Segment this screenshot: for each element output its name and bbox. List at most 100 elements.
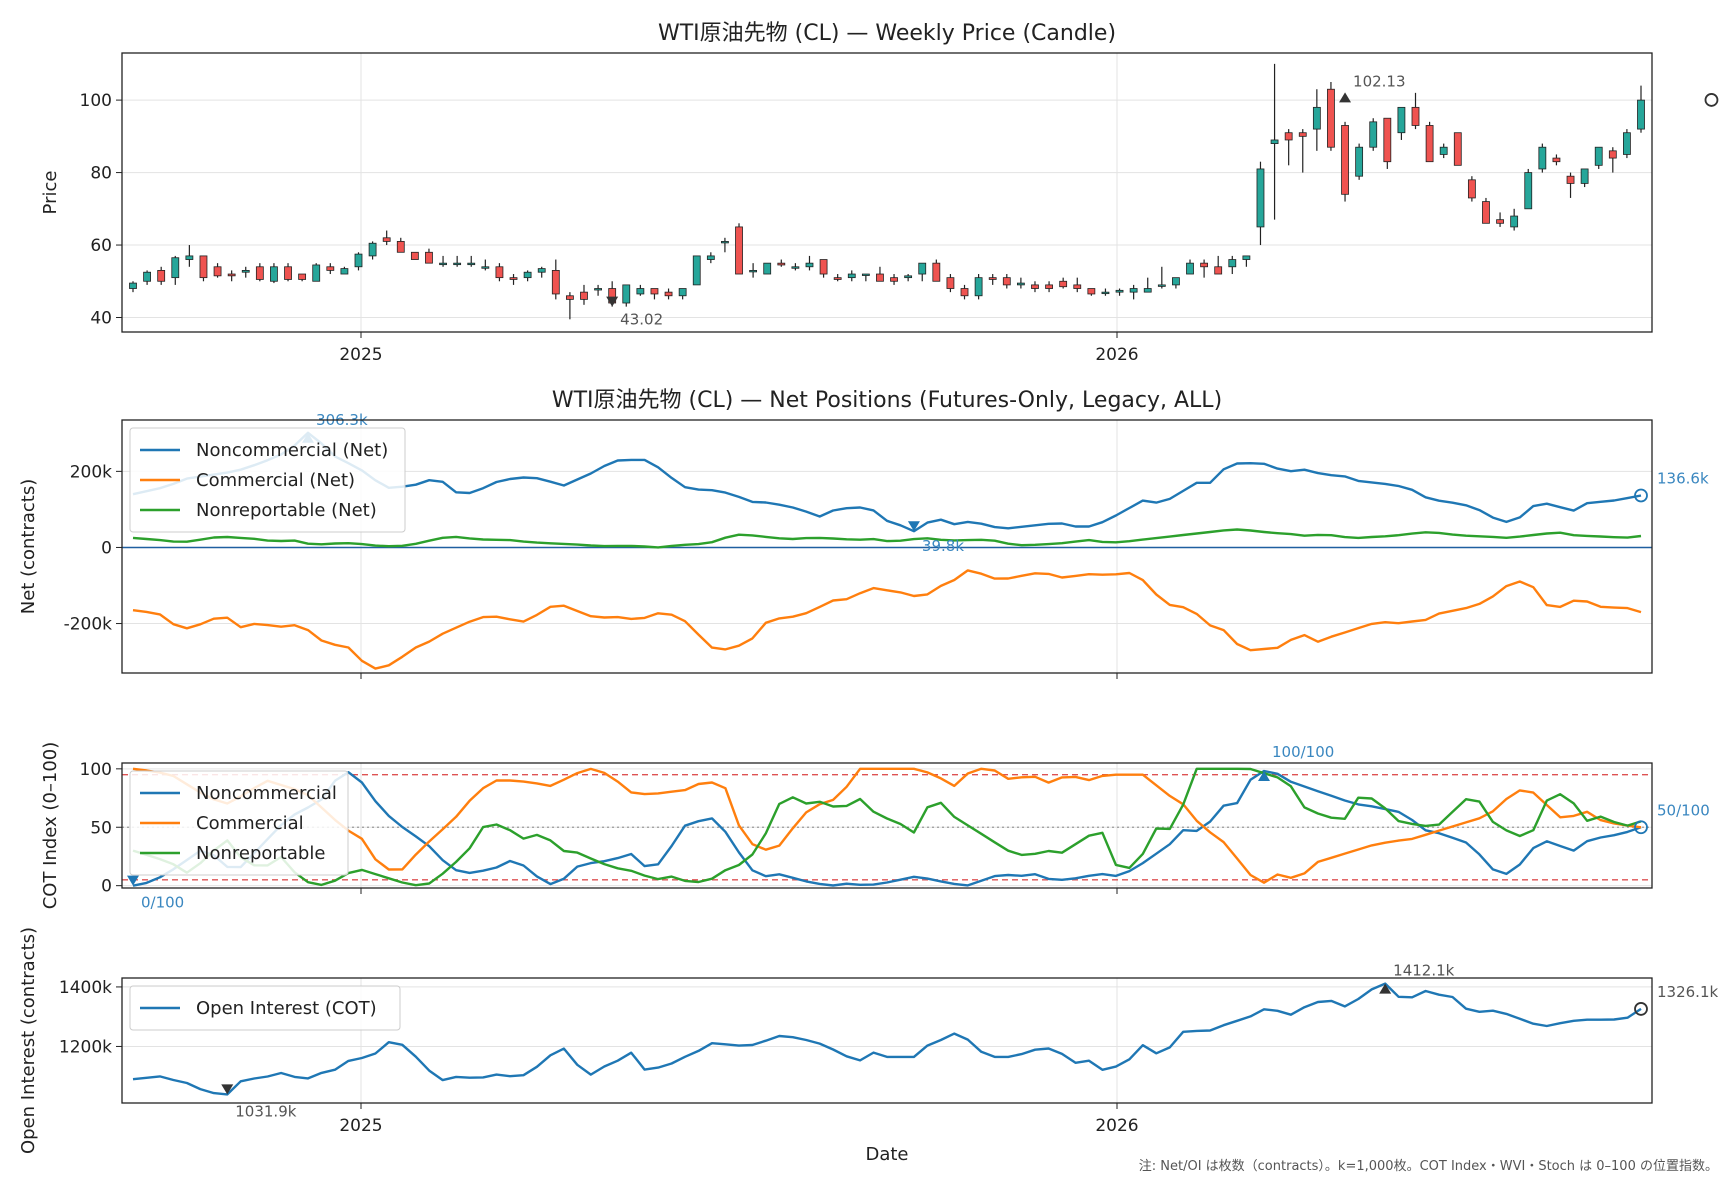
- candle: [1355, 143, 1364, 180]
- candle-body: [537, 268, 546, 273]
- net-legend: Noncommercial (Net) Commercial (Net) Nonre…: [129, 427, 406, 533]
- candle-body: [467, 262, 476, 266]
- candle: [1002, 274, 1011, 289]
- candle-body: [354, 253, 363, 268]
- candle-body: [143, 271, 151, 282]
- candle: [284, 263, 292, 282]
- candle: [1284, 129, 1293, 166]
- candle: [439, 255, 447, 267]
- candle-body: [1496, 219, 1504, 224]
- candle-body: [199, 255, 208, 279]
- legend-label: Nonreportable (Net): [196, 500, 377, 521]
- candle: [1270, 63, 1279, 220]
- cot-legend: Noncommercial Commercial Nonreportable: [129, 770, 349, 876]
- candle-body: [453, 262, 462, 266]
- min-label: 43.02: [620, 311, 663, 329]
- candle: [735, 223, 743, 275]
- oi-frame: [121, 977, 1653, 1104]
- oi-ylabel: Open Interest (contracts): [18, 927, 39, 1154]
- candle-body: [918, 262, 927, 275]
- candle: [1312, 89, 1321, 151]
- candle-body: [1143, 288, 1152, 293]
- candle-body: [481, 266, 490, 269]
- min-marker: [221, 1084, 234, 1095]
- candle: [185, 245, 194, 267]
- max-label: 1412.1k: [1393, 962, 1454, 980]
- candle: [1341, 121, 1349, 202]
- candle: [312, 263, 321, 282]
- net-ylabel: Net (contracts): [18, 479, 39, 615]
- legend-label: Noncommercial: [196, 783, 337, 804]
- candle-body: [650, 288, 659, 295]
- candle: [1467, 176, 1476, 202]
- candle: [1369, 118, 1378, 151]
- candle: [833, 274, 842, 282]
- candle: [255, 263, 264, 282]
- oi-xtick-label: 2025: [339, 1116, 382, 1136]
- candle-body: [1369, 121, 1378, 148]
- legend-label: Nonreportable: [196, 843, 325, 864]
- candle: [157, 266, 166, 285]
- max-marker: [1258, 771, 1270, 782]
- candle-body: [298, 273, 307, 280]
- candle-body: [1016, 282, 1025, 286]
- candle: [918, 262, 927, 282]
- candle-body: [1425, 125, 1434, 163]
- candle: [1129, 284, 1138, 300]
- candle: [368, 241, 377, 260]
- cot-ylabel: COT Index (0–100): [40, 742, 61, 910]
- candle: [847, 270, 856, 282]
- candle-body: [833, 277, 842, 280]
- candle: [509, 274, 518, 285]
- price-ytick-label: 40: [90, 309, 112, 329]
- candle-body: [735, 226, 743, 275]
- net-ytick-label: -200k: [64, 615, 113, 635]
- candle: [1623, 129, 1631, 159]
- series-line-noncommercial: [132, 769, 1642, 887]
- candle-body: [1073, 284, 1082, 289]
- oi-legend: Open Interest (COT): [129, 985, 401, 1031]
- candle-body: [439, 262, 447, 266]
- candle: [537, 266, 546, 278]
- candle-body: [1439, 146, 1448, 155]
- candle-body: [396, 241, 405, 253]
- candle-body: [1453, 132, 1462, 166]
- min-marker: [606, 296, 619, 307]
- candle-body: [805, 262, 814, 268]
- candle-body: [876, 273, 884, 282]
- candle: [425, 248, 433, 264]
- candle-body: [1256, 168, 1265, 228]
- candle: [1580, 168, 1589, 188]
- legend-box: [129, 427, 406, 533]
- candle-body: [284, 266, 292, 280]
- max-marker: [1339, 92, 1352, 103]
- candle: [1228, 255, 1237, 275]
- candle-body: [1397, 106, 1406, 134]
- candle: [692, 255, 701, 286]
- candle: [1538, 143, 1547, 173]
- candle-body: [622, 284, 631, 304]
- candle: [171, 255, 180, 285]
- candle-body: [523, 271, 532, 279]
- candle-body: [1186, 262, 1194, 275]
- candle-body: [749, 270, 758, 273]
- candle: [594, 284, 602, 296]
- candle: [1510, 208, 1519, 231]
- candle: [1143, 277, 1152, 293]
- candle: [777, 259, 786, 267]
- last-marker: [1634, 820, 1648, 835]
- candle-body: [1524, 172, 1533, 210]
- candle-body: [1031, 284, 1039, 289]
- candle-body: [763, 262, 772, 275]
- min-label: 1031.9k: [235, 1102, 296, 1120]
- net-frame: [121, 419, 1653, 674]
- candle: [1059, 277, 1068, 289]
- candle: [199, 255, 208, 282]
- candle-body: [425, 251, 433, 264]
- candle-body: [1312, 106, 1321, 130]
- candle: [410, 251, 419, 260]
- last-label: 1326.1k: [1657, 983, 1718, 1001]
- net-ytick-label: 200k: [70, 462, 112, 482]
- candle: [1157, 266, 1166, 289]
- candle: [580, 284, 588, 305]
